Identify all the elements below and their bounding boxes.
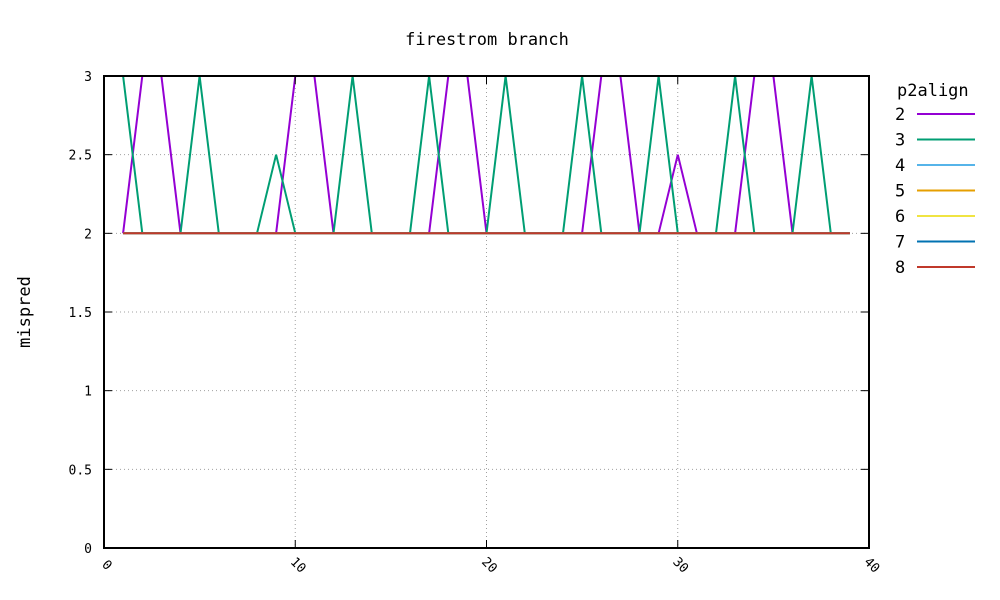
x-tick-label: 30 xyxy=(669,555,691,577)
legend-label-7: 7 xyxy=(895,233,905,253)
legend-label-8: 8 xyxy=(895,258,905,278)
chart-title: firestrom branch xyxy=(405,30,569,50)
x-tick-label: 0 xyxy=(98,557,114,573)
legend-label-3: 3 xyxy=(895,131,905,151)
legend: p2align 2 3 4 5 6 7 8 xyxy=(895,81,975,278)
y-tick-label: 3 xyxy=(84,70,92,85)
y-tick-label: 1.5 xyxy=(69,306,92,321)
y-tick-label: 2 xyxy=(84,227,92,242)
y-tick-label: 0 xyxy=(84,542,92,557)
y-tick-label: 0.5 xyxy=(69,463,92,478)
y-axis-label: mispred xyxy=(15,276,35,348)
legend-title: p2align xyxy=(897,81,969,101)
legend-label-5: 5 xyxy=(895,182,905,202)
x-tick-label: 20 xyxy=(478,555,500,577)
legend-label-4: 4 xyxy=(895,156,905,176)
y-tick-label: 1 xyxy=(84,385,92,400)
series-lines xyxy=(122,75,850,235)
y-tick-label: 2.5 xyxy=(69,149,92,164)
legend-label-2: 2 xyxy=(895,105,905,125)
x-tick-label: 10 xyxy=(287,555,309,577)
grid-lines xyxy=(104,76,869,548)
x-tick-label: 40 xyxy=(861,555,883,577)
legend-label-6: 6 xyxy=(895,207,905,227)
